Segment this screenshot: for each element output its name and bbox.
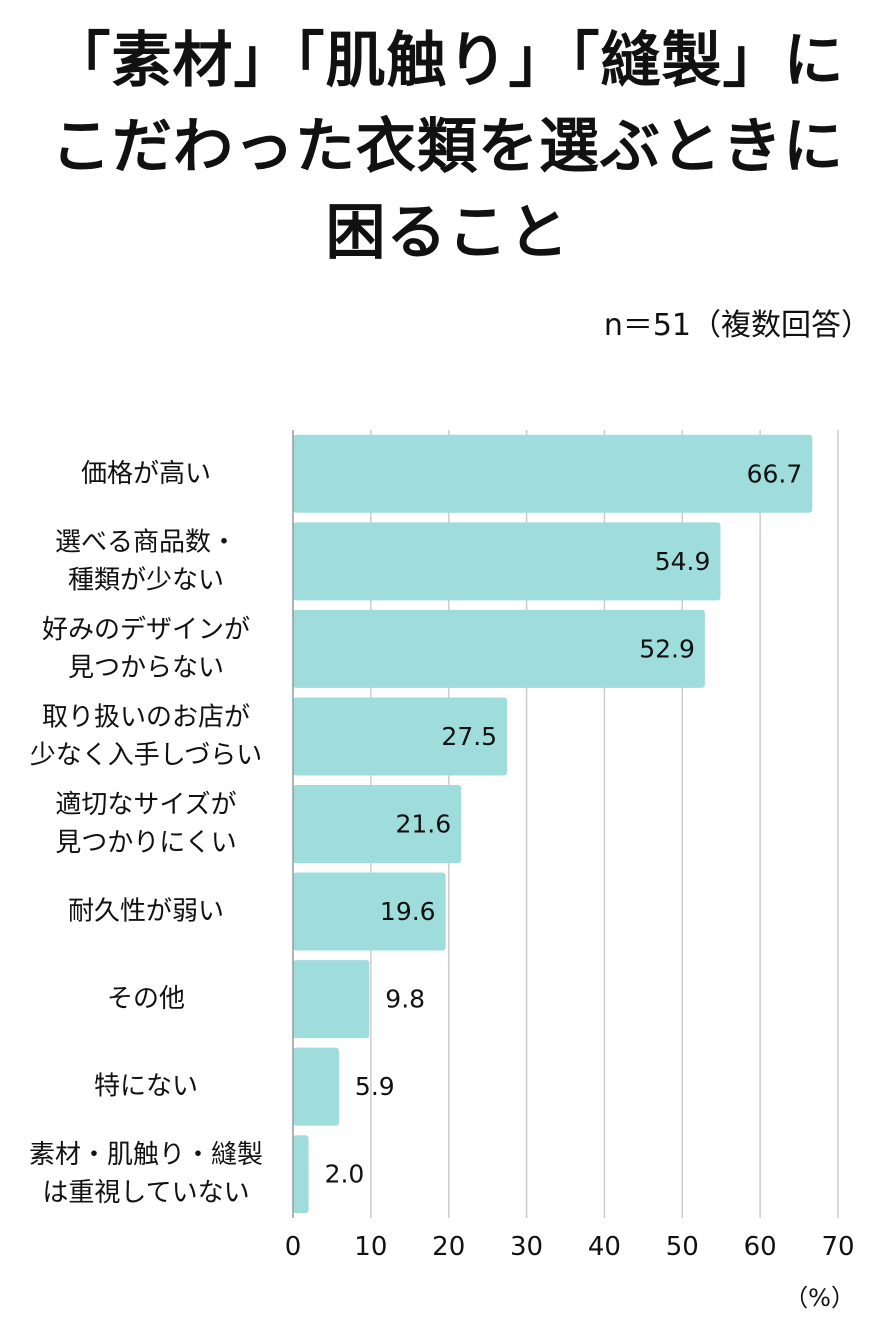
category-label-1-line-1: 価格が高い [81, 459, 211, 489]
x-tick-label-10: 10 [354, 1232, 387, 1262]
bar-4 [293, 697, 508, 776]
value-label-4: 27.5 [441, 722, 497, 751]
title-line-1: 「素材」「肌触り」「縫製」に [50, 26, 845, 96]
category-label-2-line-1: 選べる商品数・ [55, 527, 237, 557]
category-label-2-line-2: 種類が少ない [68, 565, 224, 595]
category-label-5-line-2: 見つかりにくい [55, 828, 236, 858]
category-label-3-line-1: 好みのデザインが [42, 615, 250, 645]
category-label-7-line-1: その他 [107, 984, 185, 1014]
value-label-8: 5.9 [355, 1072, 395, 1101]
chart-title: 「素材」「肌触り」「縫製」に こだわった衣類を選ぶときに 困ること [0, 18, 895, 276]
x-tick-label-0: 0 [285, 1232, 302, 1262]
x-tick-label-50: 50 [666, 1232, 699, 1262]
sample-size-note: n＝51（複数回答） [603, 308, 871, 343]
x-tick-label-70: 70 [821, 1232, 854, 1262]
category-label-4-line-2: 少なく入手しづらい [30, 740, 262, 770]
value-label-9: 2.0 [325, 1160, 365, 1189]
title-line-3: 困ること [325, 198, 570, 268]
title-line-2: こだわった衣類を選ぶときに [51, 112, 844, 182]
bar-1 [293, 434, 813, 513]
bar-8 [293, 1047, 339, 1126]
value-label-6: 19.6 [380, 897, 436, 926]
bar-3 [293, 609, 705, 688]
bar-7 [293, 960, 370, 1039]
category-label-9-line-2: は重視していない [42, 1178, 249, 1208]
bar-9 [293, 1135, 309, 1214]
x-tick-label-60: 60 [744, 1232, 777, 1262]
x-tick-label-30: 30 [510, 1232, 543, 1262]
category-label-9-line-1: 素材・肌触り・縫製 [29, 1140, 263, 1170]
bar-6 [293, 872, 446, 951]
value-label-2: 54.9 [655, 547, 711, 576]
bar-5 [293, 785, 462, 863]
category-label-3-line-2: 見つからない [68, 653, 224, 683]
value-label-3: 52.9 [639, 634, 695, 663]
category-label-6-line-1: 耐久性が弱い [68, 897, 224, 927]
x-axis-unit: （%） [784, 1284, 855, 1312]
category-label-4-line-1: 取り扱いのお店が [42, 702, 250, 732]
value-label-1: 66.7 [747, 459, 803, 488]
x-tick-label-40: 40 [588, 1232, 621, 1262]
bar-2 [293, 522, 721, 601]
value-label-5: 21.6 [395, 810, 451, 839]
category-label-5-line-1: 適切なサイズが [55, 790, 236, 820]
category-label-8-line-1: 特にない [94, 1072, 198, 1102]
x-tick-label-20: 20 [432, 1232, 465, 1262]
value-label-7: 9.8 [385, 985, 425, 1014]
